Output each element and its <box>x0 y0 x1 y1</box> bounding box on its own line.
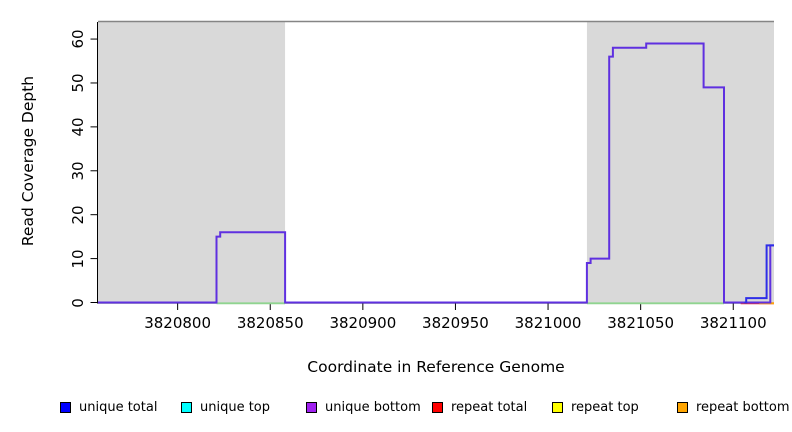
legend-label: unique total <box>79 399 158 415</box>
shaded-region <box>586 22 774 303</box>
legend-item-repeat-total: repeat total <box>432 399 528 415</box>
shaded-region <box>98 22 286 303</box>
legend-label: repeat top <box>571 399 639 415</box>
x-tick-label: 3821000 <box>514 314 582 332</box>
y-tick-label: 50 <box>69 73 87 93</box>
y-axis-title: Read Coverage Depth <box>19 75 37 247</box>
legend-swatch-icon <box>60 401 71 413</box>
legend-swatch-icon <box>677 401 688 413</box>
y-tick-label: 40 <box>69 117 87 137</box>
x-tick-label: 3820950 <box>422 314 489 332</box>
x-tick-label: 3820800 <box>144 314 212 332</box>
legend-item-repeat-bottom: repeat bottom <box>677 399 790 415</box>
x-tick-label: 3821050 <box>607 314 675 332</box>
x-axis-title: Coordinate in Reference Genome <box>307 358 565 376</box>
legend-swatch-icon <box>306 401 317 413</box>
y-tick-label: 0 <box>69 297 87 308</box>
legend-swatch-icon <box>432 401 443 413</box>
legend-item-repeat-top: repeat top <box>552 399 639 415</box>
y-tick-label: 10 <box>69 249 87 269</box>
legend-item-unique-top: unique top <box>181 399 271 415</box>
legend-label: repeat bottom <box>696 399 790 415</box>
coverage-trace <box>98 42 774 304</box>
legend-item-unique-bottom: unique bottom <box>306 399 421 415</box>
coverage-trace <box>744 244 774 304</box>
x-tick-label: 3821100 <box>699 314 767 332</box>
y-tick-label: 60 <box>69 29 87 49</box>
y-tick-label: 30 <box>69 161 87 181</box>
legend-swatch-icon <box>181 401 192 413</box>
legend-label: unique bottom <box>325 399 421 415</box>
y-tick-label: 20 <box>69 205 87 225</box>
x-tick-label: 3820900 <box>329 314 397 332</box>
x-tick-label: 3820850 <box>236 314 304 332</box>
legend-label: unique top <box>200 399 271 415</box>
legend-label: repeat total <box>451 399 528 415</box>
legend-item-unique-total: unique total <box>60 399 158 415</box>
legend-swatch-icon <box>552 401 563 413</box>
